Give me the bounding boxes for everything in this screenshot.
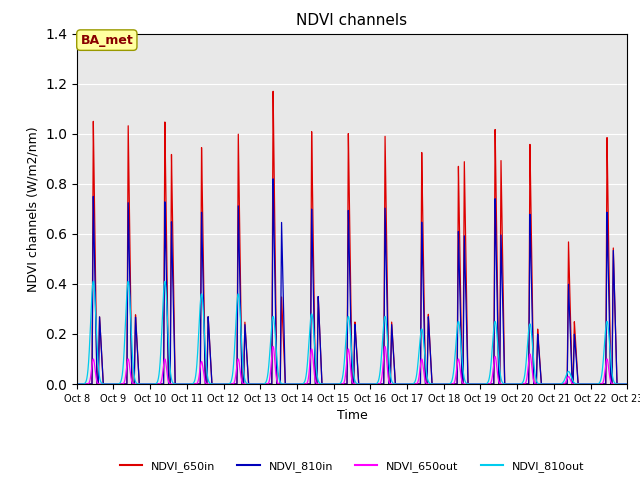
NDVI_810out [90,278,97,284]
NDVI_650in [511,381,518,387]
NDVI_810in [73,381,81,387]
NDVI_650in [399,381,406,387]
NDVI_650out [269,344,277,349]
NDVI_810in [399,381,406,387]
Text: BA_met: BA_met [81,34,133,47]
NDVI_810out [422,370,430,376]
NDVI_650out [623,381,631,387]
NDVI_650in [272,330,280,336]
NDVI_650in [100,381,108,387]
NDVI_650out [511,381,518,387]
NDVI_650out [272,373,280,379]
X-axis label: Time: Time [337,409,367,422]
NDVI_650in [422,381,430,387]
NDVI_810in [481,381,489,387]
NDVI_650in [73,381,81,387]
NDVI_810in [100,381,108,387]
NDVI_810out [623,381,631,387]
NDVI_650out [481,381,489,387]
Y-axis label: NDVI channels (W/m2/nm): NDVI channels (W/m2/nm) [26,126,40,292]
NDVI_810out [399,381,406,387]
NDVI_810in [272,345,280,351]
NDVI_810in [623,381,631,387]
NDVI_650in [481,381,489,387]
NDVI_650out [73,381,81,387]
NDVI_650in [623,381,631,387]
NDVI_810in [422,381,430,387]
NDVI_810out [481,381,489,387]
Title: NDVI channels: NDVI channels [296,13,408,28]
NDVI_650in [269,88,277,94]
NDVI_810in [511,381,518,387]
NDVI_650out [422,381,430,386]
Line: NDVI_810in: NDVI_810in [77,179,627,384]
NDVI_810out [272,345,280,351]
Line: NDVI_650out: NDVI_650out [77,347,627,384]
Line: NDVI_650in: NDVI_650in [77,91,627,384]
NDVI_810out [511,381,518,387]
Legend: NDVI_650in, NDVI_810in, NDVI_650out, NDVI_810out: NDVI_650in, NDVI_810in, NDVI_650out, NDV… [115,457,589,477]
NDVI_810out [100,381,108,387]
NDVI_810out [73,381,81,387]
NDVI_650out [399,381,406,387]
NDVI_810in [269,176,277,182]
NDVI_650out [100,381,108,387]
Line: NDVI_810out: NDVI_810out [77,281,627,384]
